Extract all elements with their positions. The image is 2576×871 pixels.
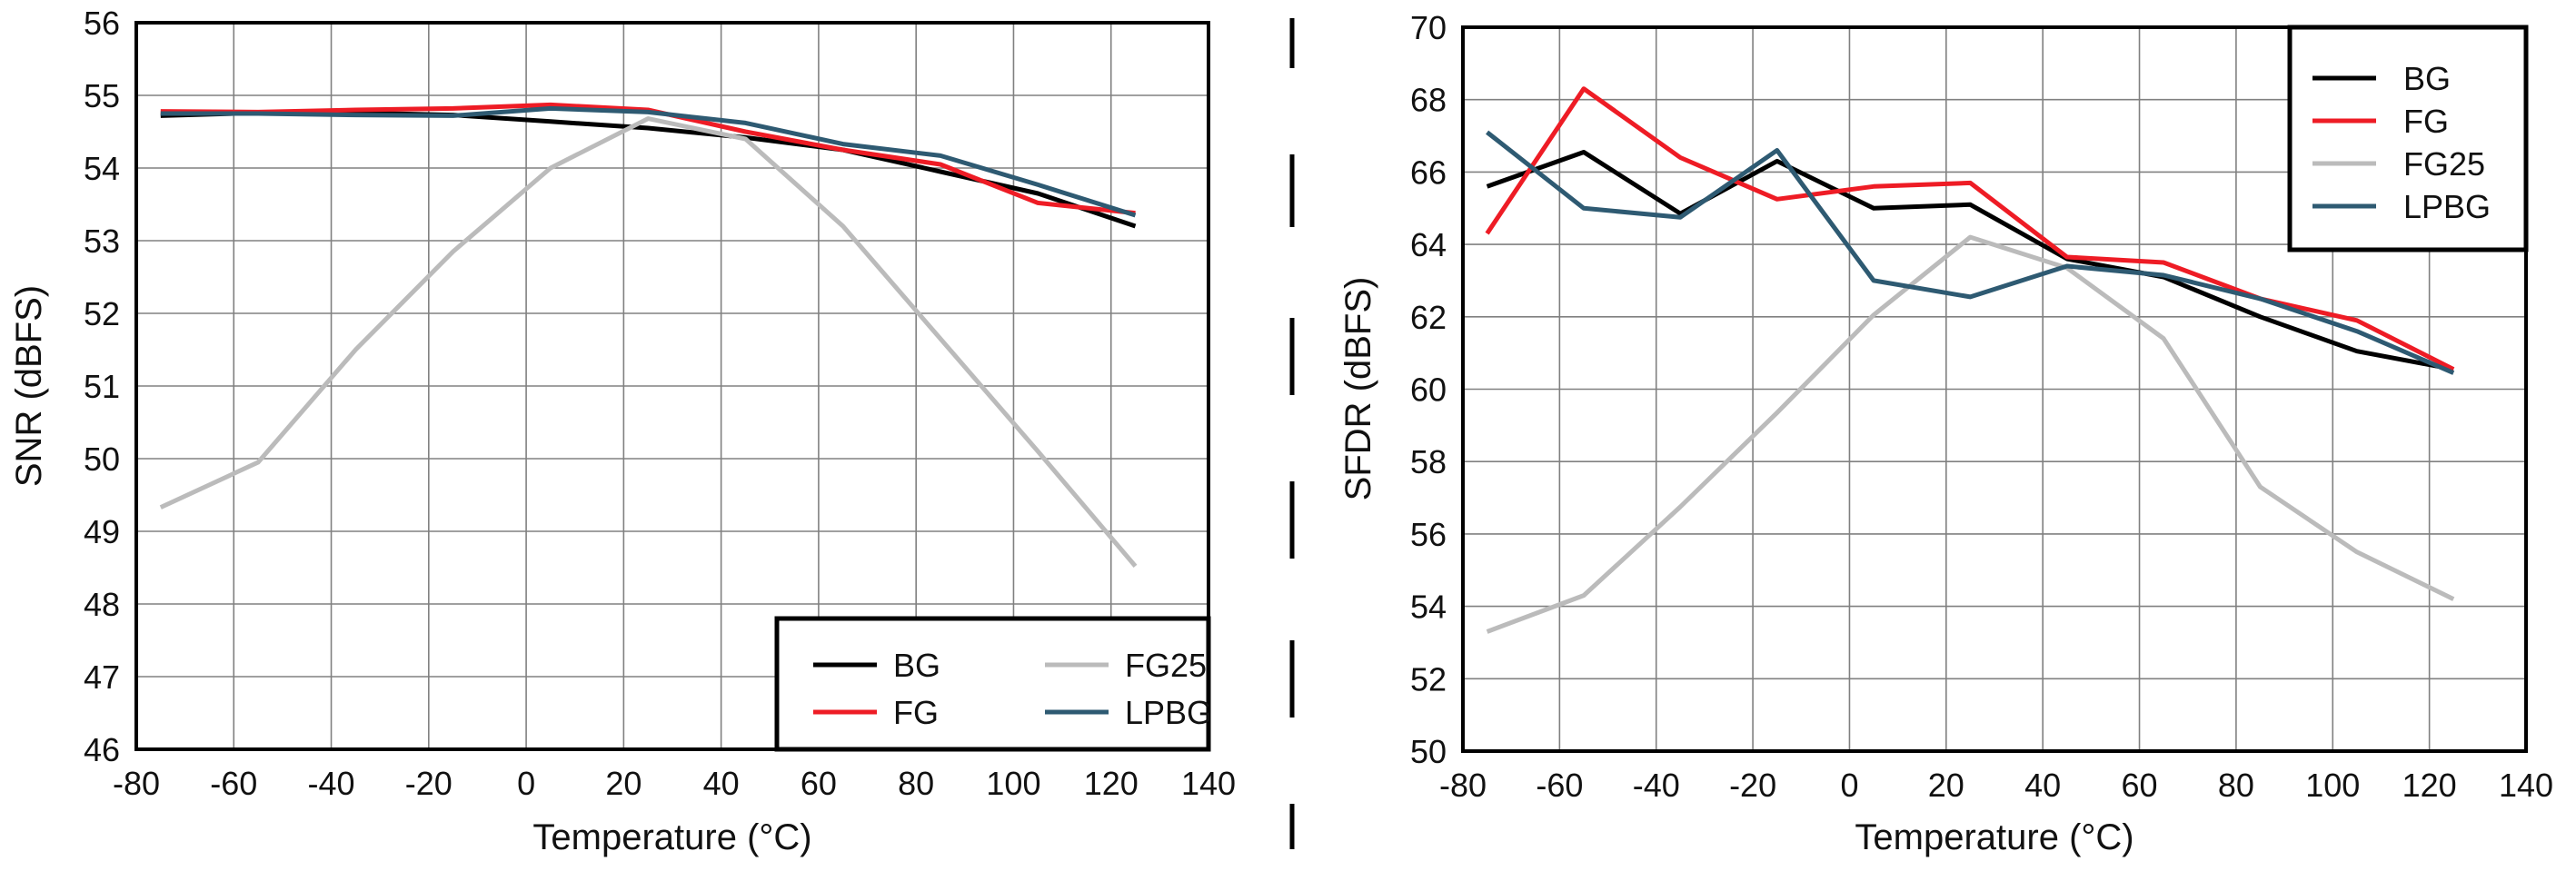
sfdr-x-axis-label: Temperature (°C) [1855,817,2133,857]
sfdr-x-tick-label: 120 [2402,767,2457,804]
snr-x-tick-label: 140 [1181,765,1236,802]
sfdr-plot-frame [1461,25,2528,753]
snr-y-tick-labels: 46 47 48 49 50 51 52 53 54 55 56 [84,5,120,768]
snr-legend: BG FG25 FG LPBG [774,616,1212,752]
sfdr-y-tick-label: 62 [1410,299,1447,336]
sfdr-legend-label-fg: FG [2403,103,2449,140]
sfdr-x-tick-label: 20 [1928,767,1964,804]
sfdr-y-tick-labels: 50 52 54 56 58 60 62 64 66 68 70 [1410,9,1447,770]
snr-x-tick-label: 120 [1084,765,1139,802]
snr-series-lpbg [160,105,1137,218]
snr-y-axis-label: SNR (dBFS) [9,285,49,487]
snr-y-tick-label: 50 [84,440,120,478]
sfdr-y-tick-label: 60 [1410,371,1447,409]
sfdr-series-lpbg [1486,130,2455,375]
sfdr-x-tick-label: 140 [2499,767,2553,804]
snr-y-tick-label: 49 [84,513,120,550]
snr-y-tick-label: 46 [84,731,120,768]
sfdr-x-tick-label: 100 [2305,767,2360,804]
sfdr-x-tick-label: 80 [2218,767,2254,804]
sfdr-series-fg [1485,86,2455,371]
sfdr-series-fg25 [1486,234,2455,634]
sfdr-x-tick-label: 60 [2122,767,2158,804]
sfdr-y-tick-label: 54 [1410,589,1447,626]
snr-y-tick-label: 55 [84,77,120,114]
snr-series-group [159,102,1138,569]
sfdr-x-tick-label: 0 [1840,767,1858,804]
sfdr-y-tick-label: 64 [1410,226,1447,263]
sfdr-legend-label-fg25: FG25 [2403,145,2485,183]
snr-y-tick-label: 48 [84,586,120,623]
snr-x-tick-label: 80 [898,765,934,802]
snr-legend-label-fg: FG [893,694,939,731]
sfdr-x-tick-labels: -80 -60 -40 -20 0 20 40 60 80 100 120 140 [1439,767,2553,804]
snr-series-fg25 [159,116,1138,569]
snr-y-tick-label: 47 [84,658,120,696]
sfdr-y-tick-label: 68 [1410,82,1447,119]
sfdr-series-group [1485,86,2455,634]
snr-plot-frame [134,21,1210,751]
sfdr-y-tick-label: 58 [1410,443,1447,480]
sfdr-series-bg [1486,150,2454,372]
sfdr-chart: -80 -60 -40 -20 0 20 40 60 80 100 120 140 505254565… [1338,9,2553,857]
snr-legend-label-bg: BG [893,647,940,684]
sfdr-y-tick-label: 70 [1410,9,1447,46]
snr-x-tick-label: -20 [405,765,453,802]
sfdr-y-tick-label: 52 [1410,660,1447,698]
snr-y-tick-label: 52 [84,295,120,332]
snr-x-tick-label: 40 [703,765,740,802]
snr-x-tick-label: -80 [113,765,160,802]
snr-chart: -80 -60 -40 -20 0 20 40 60 80 100 120 140 46 47 48 49 5… [9,5,1236,857]
sfdr-y-tick-label: 56 [1410,516,1447,553]
snr-y-tick-label: 56 [84,5,120,42]
sfdr-x-tick-label: -80 [1439,767,1487,804]
sfdr-x-tick-label: -20 [1729,767,1776,804]
snr-legend-box [774,616,1211,752]
sfdr-y-tick-label: 66 [1410,153,1447,191]
sfdr-x-tick-label: -40 [1633,767,1680,804]
sfdr-x-tick-label: -60 [1536,767,1583,804]
sfdr-legend-label-bg: BG [2403,60,2451,97]
sfdr-legend-label-lpbg: LPBG [2403,188,2491,225]
sfdr-legend: BG FG FG25 LPBG [2287,25,2529,252]
snr-x-tick-labels: -80 -60 -40 -20 0 20 40 60 80 100 120 140 [113,765,1236,802]
sfdr-y-tick-label: 50 [1410,733,1447,770]
snr-x-tick-label: 100 [986,765,1040,802]
snr-x-tick-label: 60 [801,765,837,802]
snr-y-tick-label: 51 [84,368,120,405]
sfdr-x-tick-label: 40 [2024,767,2061,804]
snr-x-tick-label: 0 [517,765,535,802]
snr-x-tick-label: 20 [605,765,642,802]
snr-x-tick-label: -40 [308,765,355,802]
snr-x-tick-label: -60 [210,765,257,802]
snr-y-tick-label: 54 [84,150,120,187]
snr-legend-label-fg25: FG25 [1125,647,1207,684]
sfdr-y-axis-label: SFDR (dBFS) [1338,277,1378,501]
sfdr-legend-box [2287,25,2529,252]
snr-x-axis-label: Temperature (°C) [532,817,811,857]
snr-legend-label-lpbg: LPBG [1125,694,1212,731]
snr-y-tick-label: 53 [84,223,120,260]
